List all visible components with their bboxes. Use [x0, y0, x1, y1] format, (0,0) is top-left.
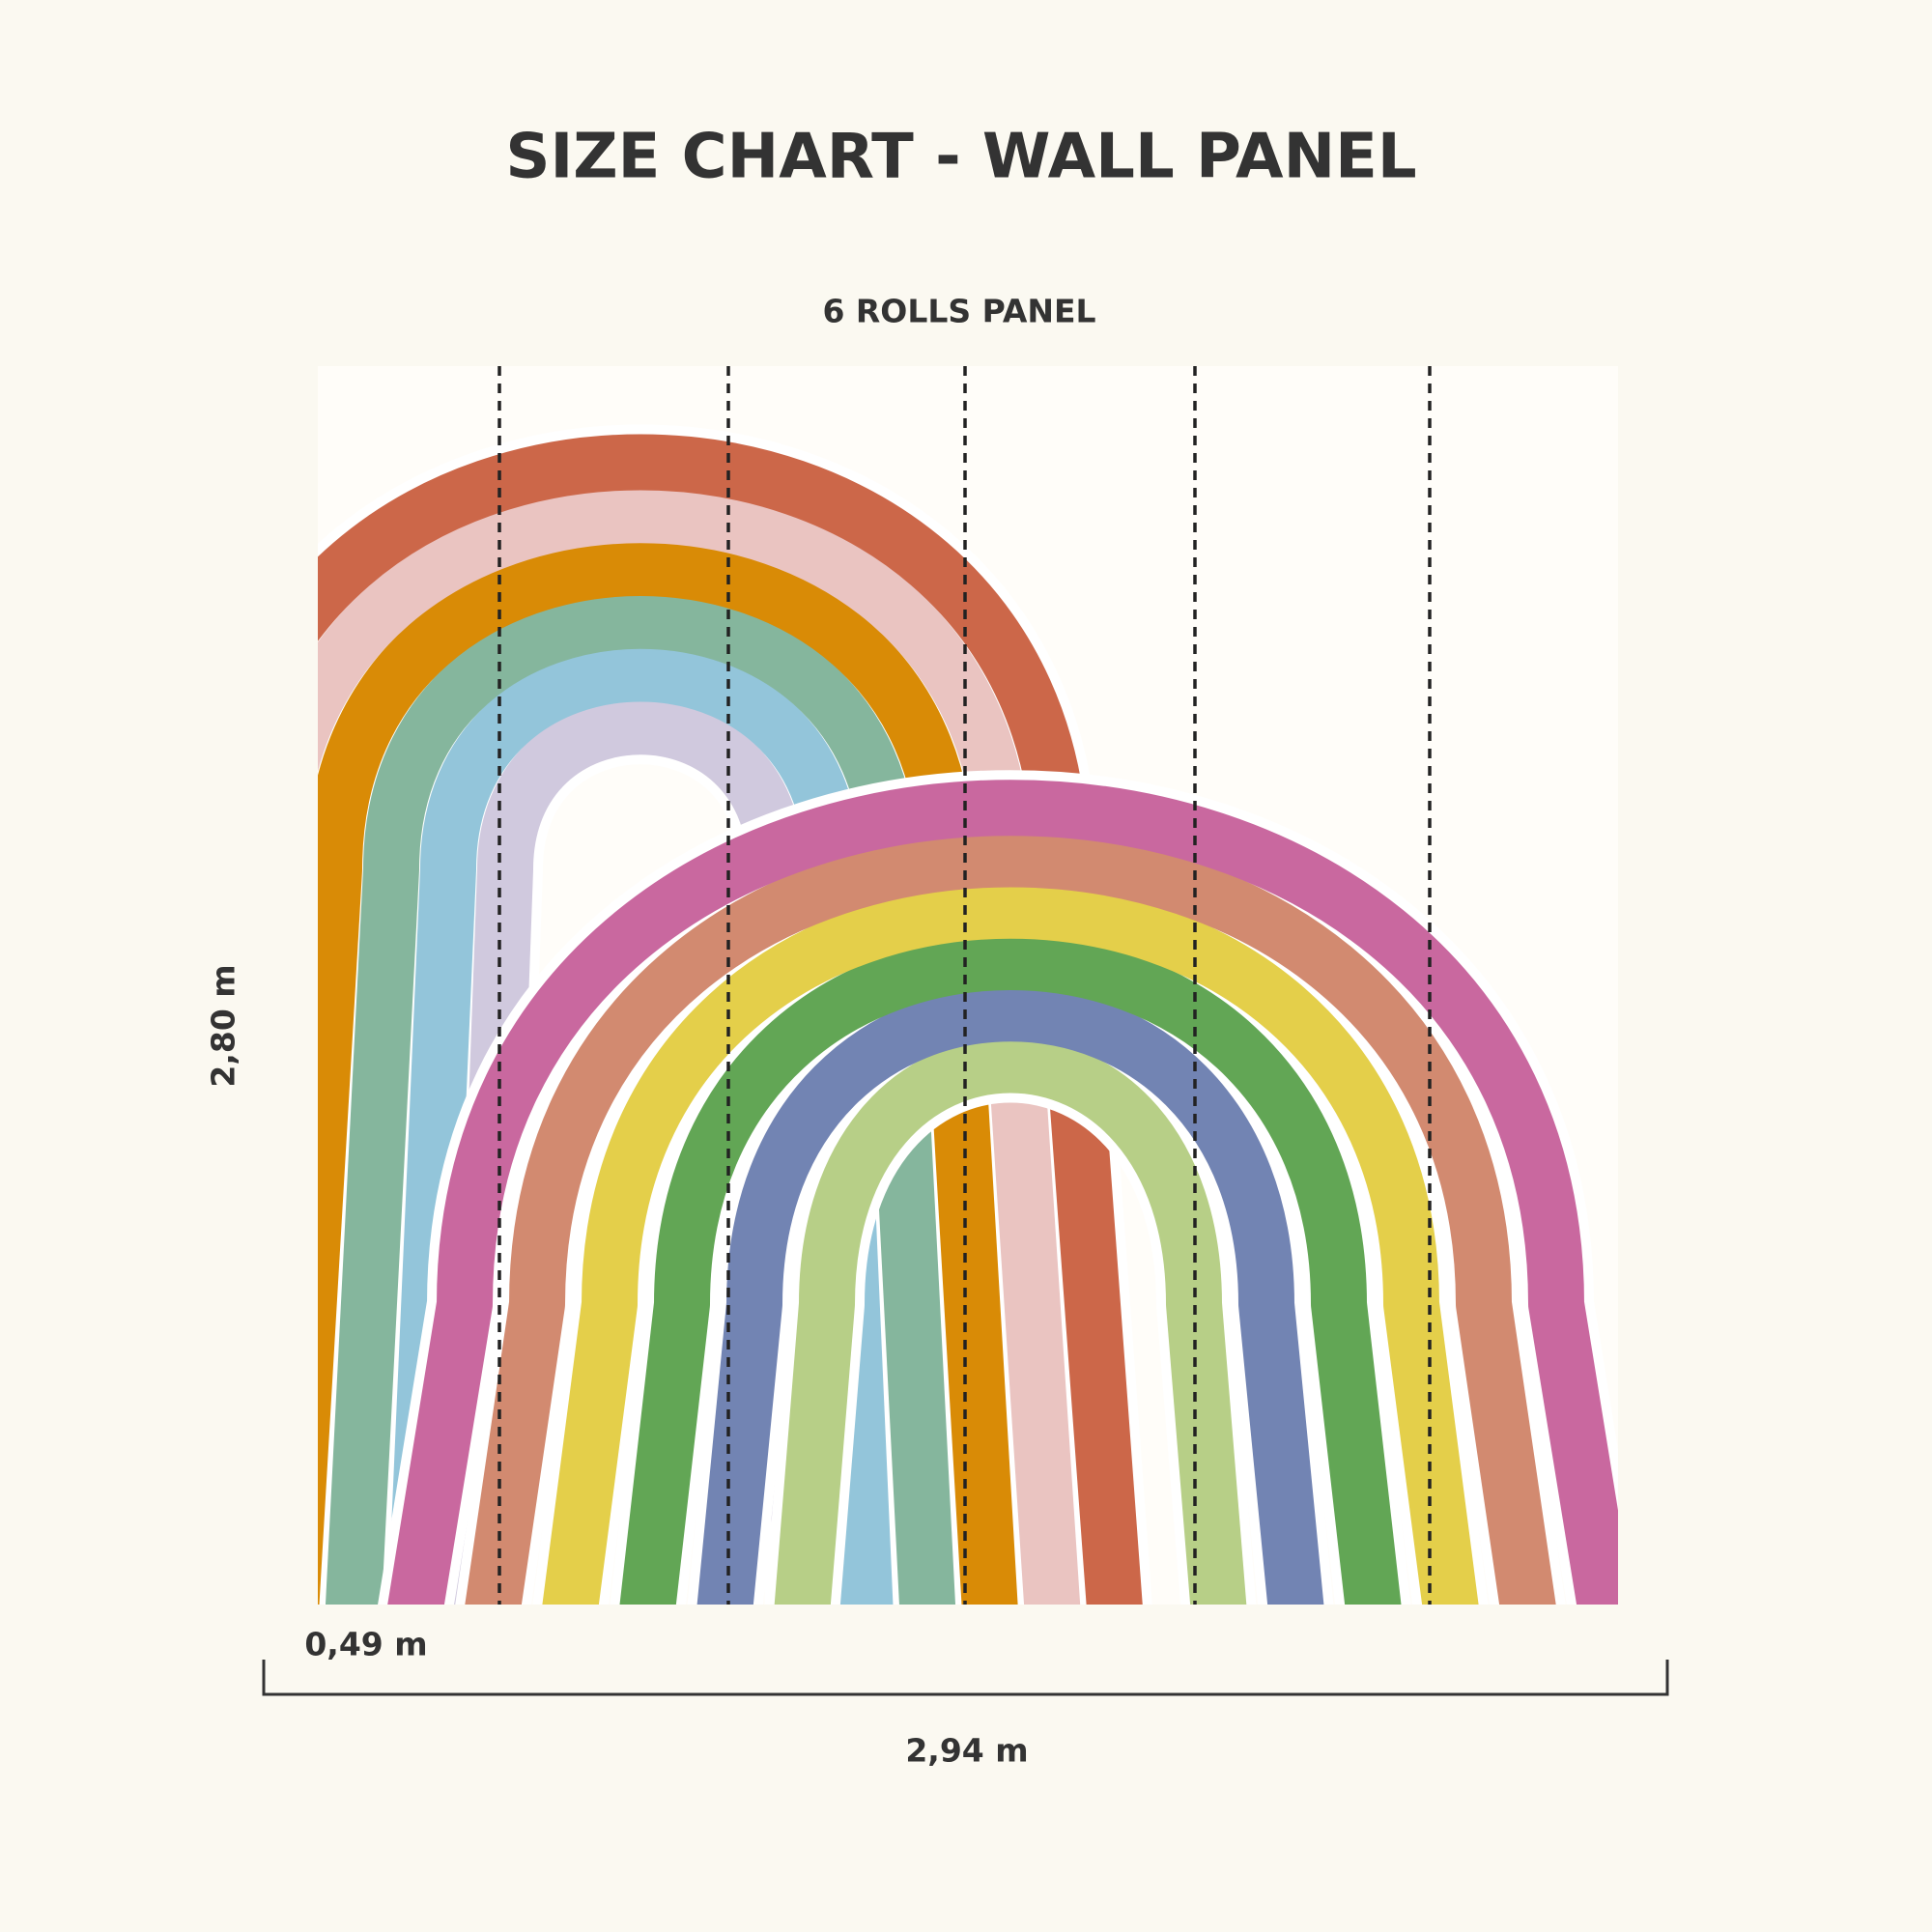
band	[696, 985, 1324, 1605]
total-width-label: 2,94 m	[905, 1732, 1028, 1770]
roll-seams	[497, 366, 1432, 1605]
band	[465, 831, 1556, 1605]
band	[387, 645, 894, 1605]
rainbow-artwork	[318, 424, 1618, 1605]
band	[542, 882, 1479, 1605]
subtitle: 6 ROLLS PANEL	[822, 293, 1095, 330]
band	[318, 434, 1143, 1605]
band	[450, 698, 831, 1605]
rainbow	[378, 770, 1618, 1605]
roll-width-label: 0,49 m	[304, 1626, 427, 1663]
band	[387, 780, 1618, 1605]
band	[318, 487, 1081, 1605]
band	[325, 592, 956, 1605]
title: SIZE CHART - WALL PANEL	[505, 122, 1416, 193]
width-bracket	[262, 1660, 1669, 1696]
band	[619, 934, 1402, 1605]
band	[318, 540, 1018, 1605]
height-label: 2,80 m	[205, 964, 242, 1087]
rainbow	[318, 424, 1152, 1605]
band	[774, 1037, 1247, 1605]
